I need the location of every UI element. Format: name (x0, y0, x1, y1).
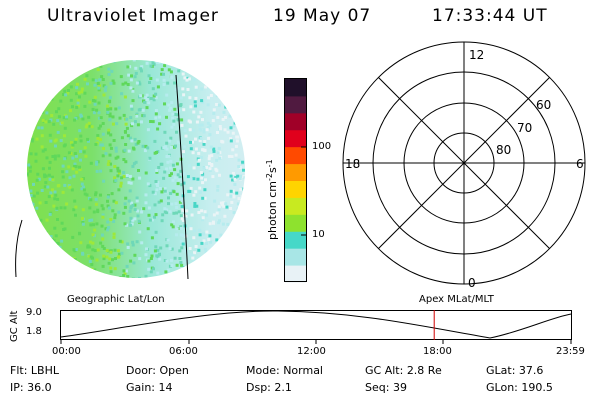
colorbar-tick-100: 100 (312, 141, 332, 152)
date-label: 19 May 07 (273, 6, 372, 26)
status-glat: GLat: 37.6 (486, 364, 544, 377)
clock-label-0: 0 (468, 276, 476, 290)
colorbar-band (285, 79, 306, 97)
colorbar-band (285, 265, 306, 283)
status-glon: GLon: 190.5 (486, 381, 553, 394)
svg-text:photon cm-2s-1: photon cm-2s-1 (265, 159, 279, 240)
colorbar-band (285, 248, 306, 266)
instrument-title: Ultraviolet Imager (47, 6, 219, 26)
colorbar-band (285, 146, 306, 165)
timeline-ytick-top: 9.0 (26, 307, 42, 318)
timeline-left-label: Geographic Lat/Lon (67, 294, 165, 305)
timeline-axis-title: GC Alt (9, 310, 20, 342)
status-gain: Gain: 14 (126, 381, 173, 394)
status-seq: Seq: 39 (365, 381, 407, 394)
color-bar (284, 78, 307, 283)
svg-text:GC Alt: GC Alt (9, 310, 20, 342)
time-label: 17:33:44 UT (432, 6, 548, 26)
clock-label-18: 18 (345, 157, 360, 171)
colorbar-band (285, 163, 306, 181)
terminator-line (175, 74, 189, 280)
status-flt: Flt: LBHL (10, 364, 59, 377)
colorbar-band (285, 214, 306, 232)
uv-earth-image (15, 60, 245, 280)
timeline-plot (60, 310, 572, 344)
colorbar-band (285, 231, 306, 249)
status-dsp: Dsp: 2.1 (246, 381, 292, 394)
colorbar-band (285, 95, 306, 114)
status-door: Door: Open (126, 364, 189, 377)
lat-label-70: 70 (517, 121, 532, 135)
lat-label-60: 60 (536, 98, 551, 112)
colorbar-tick-10: 10 (312, 229, 325, 240)
timeline-xtick-1: 06:00 (169, 346, 198, 357)
timeline-xtick-3: 18:00 (423, 346, 452, 357)
limb-arc (15, 219, 23, 278)
clock-label-6: 6 (576, 157, 584, 171)
status-ip: IP: 36.0 (10, 381, 52, 394)
timeline-right-label: Apex MLat/MLT (419, 294, 494, 305)
colorbar-band (285, 129, 306, 148)
colorbar-unit-label: photon cm-2s-1 (265, 159, 279, 240)
polar-plot: 12 18 6 0 60 70 80 (342, 41, 586, 290)
clock-label-12: 12 (469, 48, 484, 62)
status-mode: Mode: Normal (246, 364, 323, 377)
colorbar-band (285, 112, 306, 131)
timeline-xtick-4: 23:59 (556, 346, 585, 357)
altitude-curve (60, 310, 572, 339)
status-gc-alt: GC Alt: 2.8 Re (365, 364, 442, 377)
timeline-xtick-2: 12:00 (297, 346, 326, 357)
timeline-xtick-0: 00:00 (52, 346, 81, 357)
colorbar-band (285, 180, 306, 198)
timeline-ytick-bottom: 1.8 (26, 326, 42, 337)
colorbar-band (285, 197, 306, 215)
lat-label-80: 80 (496, 143, 511, 157)
